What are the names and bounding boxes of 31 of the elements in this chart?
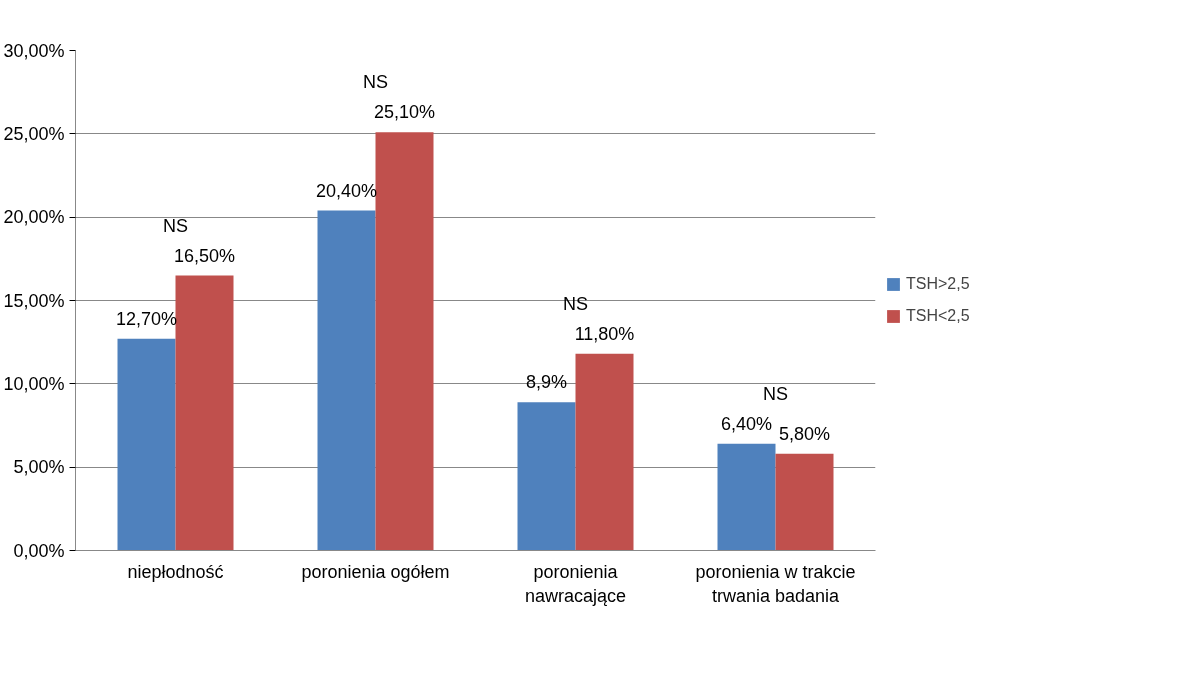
bar: [517, 402, 576, 551]
annotation: NS: [763, 383, 789, 404]
y-tick-label: 20,00%: [3, 207, 65, 228]
data-label: 8,9%: [525, 372, 568, 393]
y-tick-label: 5,00%: [13, 457, 65, 478]
y-tick-label: 10,00%: [3, 373, 65, 394]
x-tick-label: poronienia w trakcie trwania badania: [695, 561, 856, 606]
bar: [375, 132, 434, 551]
y-tick-label: 25,00%: [3, 123, 65, 144]
legend-label: TSH<2,5: [906, 307, 970, 325]
y-tick-label: 30,00%: [3, 40, 65, 61]
annotation: NS: [363, 72, 389, 93]
data-label: 25,10%: [373, 102, 436, 123]
bar: [575, 353, 634, 551]
data-label: 6,40%: [720, 413, 773, 434]
x-tick-label: poronienia ogółem: [301, 561, 450, 582]
bar: [175, 275, 234, 551]
bar: [317, 210, 376, 551]
y-tick-label: 0,00%: [13, 540, 65, 561]
bar: [717, 443, 776, 551]
data-label: 5,80%: [778, 423, 831, 444]
x-tick-label: poronienia nawracające: [524, 561, 627, 606]
annotation: NS: [563, 293, 589, 314]
annotation: NS: [163, 215, 189, 236]
y-tick-label: 15,00%: [3, 290, 65, 311]
bar: [117, 338, 176, 551]
x-tick-label: niepłodność: [127, 561, 224, 582]
legend-label: TSH>2,5: [906, 275, 970, 293]
data-label: 11,80%: [574, 323, 635, 344]
data-label: 16,50%: [173, 245, 236, 266]
bar: [775, 453, 834, 551]
